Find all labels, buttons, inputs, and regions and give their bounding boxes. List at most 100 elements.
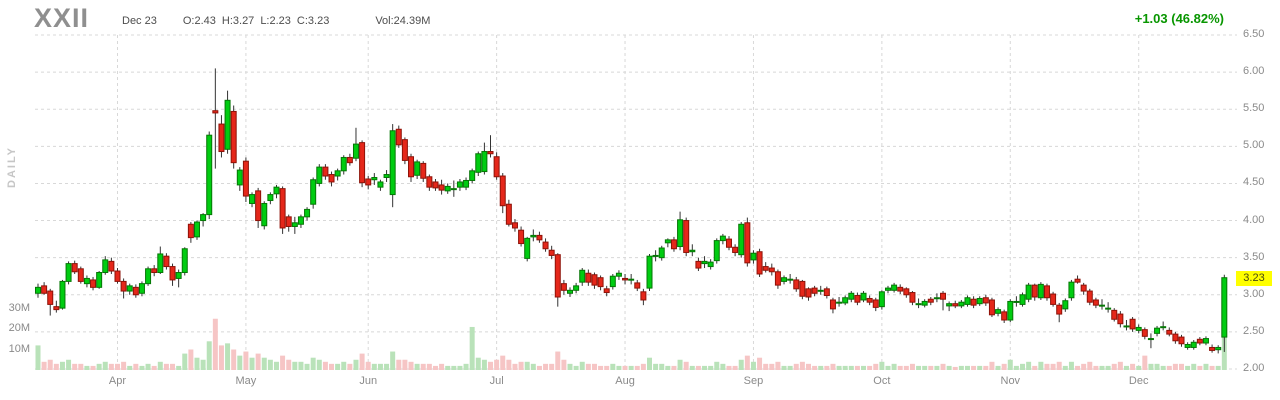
volume-bar	[280, 355, 286, 370]
price-tick-label: 3.50	[1243, 250, 1265, 263]
price-tick-label: 6.00	[1243, 65, 1265, 78]
candle-down	[1111, 309, 1118, 320]
volume-bar	[744, 355, 750, 370]
quote-open: O:2.43	[182, 15, 216, 27]
volume-bar	[90, 365, 96, 370]
volume-bar	[867, 365, 873, 370]
candle-down	[328, 174, 335, 183]
volume-bar	[916, 365, 922, 370]
price-tick-label: 6.50	[1243, 28, 1265, 40]
candle-up	[297, 216, 304, 225]
volume-bar	[928, 365, 934, 370]
volume-bar	[170, 363, 176, 370]
volume-bar	[708, 365, 714, 370]
volume-bar	[1013, 365, 1019, 370]
volume-bar	[1062, 365, 1068, 370]
candle-up	[224, 99, 231, 150]
volume-bar	[897, 365, 903, 370]
volume-bar	[891, 363, 897, 370]
candle-down	[438, 184, 445, 191]
candle-up	[658, 247, 665, 259]
volume-bar	[1044, 363, 1050, 370]
candle-down	[970, 298, 977, 306]
volume-bar	[555, 351, 561, 370]
volume-bar	[457, 365, 463, 370]
last-price-tag: 3.23	[1236, 270, 1272, 286]
candle-up	[878, 291, 885, 308]
volume-bar	[1093, 365, 1099, 370]
candle-down	[774, 271, 781, 286]
candle-down	[255, 190, 262, 222]
volume-bar	[371, 363, 377, 370]
volume-bar	[622, 365, 628, 370]
candle-down	[132, 286, 139, 296]
candle-up	[701, 260, 708, 265]
volume-bar	[304, 363, 310, 370]
candle-up	[1068, 281, 1075, 299]
volume-bar	[524, 361, 530, 370]
volume-bar	[567, 363, 573, 370]
volume-bar	[1068, 361, 1074, 370]
candle-down	[359, 142, 366, 184]
candle-up	[1135, 326, 1142, 331]
candle-up	[836, 301, 843, 304]
volume-bar	[463, 363, 469, 370]
volume-bar	[414, 363, 420, 370]
volume-bar	[500, 355, 506, 370]
volume-bar	[903, 365, 909, 370]
quote-high: H:3.27	[221, 15, 255, 27]
volume-bar	[934, 365, 940, 370]
candle-down	[242, 160, 249, 197]
volume-bar	[995, 365, 1001, 370]
candle-down	[695, 260, 702, 269]
candle-down	[230, 110, 237, 164]
volume-bar	[824, 365, 830, 370]
volume-bar	[316, 359, 322, 370]
volume-bar	[543, 363, 549, 370]
candle-up	[383, 174, 390, 179]
volume-bar	[512, 363, 518, 370]
candle-up	[1160, 326, 1167, 329]
volume-bar	[530, 363, 536, 370]
candle-up	[628, 278, 635, 281]
volume-bar	[616, 365, 622, 370]
volume-bar	[1166, 365, 1172, 370]
candle-up	[1037, 283, 1044, 299]
volume-bar	[255, 353, 261, 370]
volume-bar	[689, 365, 695, 370]
volume-bar	[1001, 363, 1007, 370]
candle-up	[921, 300, 928, 306]
volume-bar	[702, 365, 708, 370]
quote-info-row: Dec 23 O:2.43 H:3.27 L:2.23 C:3.23 Vol:24.39M	[122, 15, 436, 27]
volume-bar	[182, 353, 188, 370]
candle-down	[279, 188, 286, 229]
volume-bar	[47, 359, 53, 370]
volume-bar	[977, 365, 983, 370]
volume-bar	[1020, 363, 1026, 370]
candle-down	[151, 268, 158, 274]
candle-down	[866, 297, 873, 303]
candle-down	[108, 260, 115, 272]
candle-up	[261, 202, 268, 227]
volume-bar	[591, 363, 597, 370]
volume-bar	[659, 363, 665, 370]
candle-down	[114, 270, 121, 282]
volume-bar	[1203, 363, 1209, 370]
volume-bar	[922, 365, 928, 370]
candle-down	[505, 203, 512, 225]
candle-down	[1172, 333, 1179, 342]
volume-bar	[561, 359, 567, 370]
volume-bar	[396, 359, 402, 370]
candle-up	[352, 143, 359, 159]
candle-up	[750, 252, 757, 261]
volume-bar	[310, 357, 316, 370]
volume-bar	[549, 363, 555, 370]
candle-down	[169, 266, 176, 281]
candle-up	[59, 280, 66, 309]
volume-bar	[579, 361, 585, 370]
candle-up	[1062, 300, 1069, 310]
month-label: Jun	[359, 375, 378, 387]
candle-down	[940, 292, 947, 300]
candle-up	[310, 179, 317, 205]
